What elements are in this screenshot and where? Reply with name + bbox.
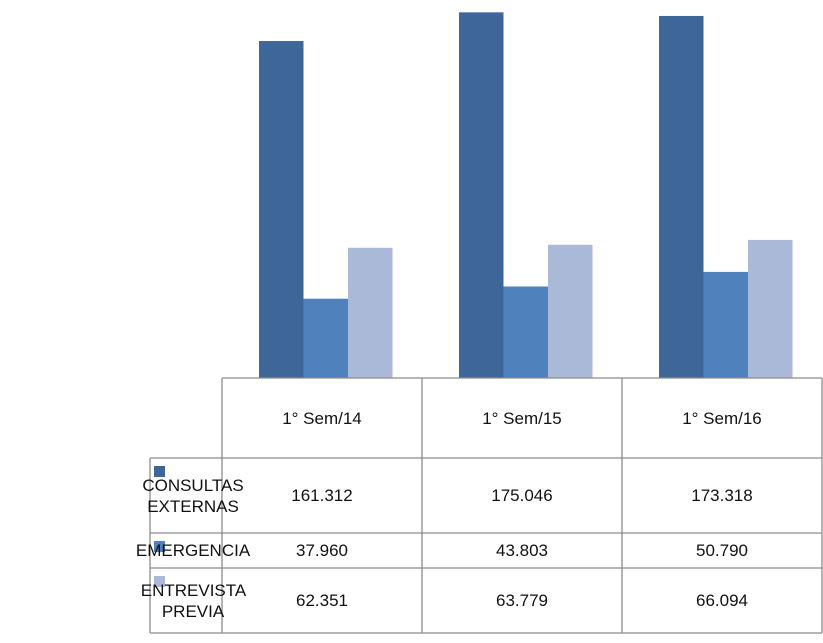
value-label: 50.790 — [696, 541, 748, 560]
bar — [459, 12, 504, 378]
x-tick-label: 1° Sem/14 — [282, 408, 362, 428]
value-label: 62.351 — [296, 591, 348, 610]
value-label: 43.803 — [496, 541, 548, 560]
value-label: 37.960 — [296, 541, 348, 560]
legend-marker — [154, 541, 165, 552]
legend-label: CONSULTAS EXTERNAS — [142, 475, 244, 516]
bar — [659, 15, 704, 379]
value-label: 161.312 — [291, 486, 353, 505]
x-tick-label: 1° Sem/15 — [482, 408, 562, 428]
legend-marker — [154, 466, 165, 477]
bar — [348, 247, 393, 378]
value-label: 175.046 — [491, 486, 553, 505]
bar — [503, 286, 548, 378]
bar — [548, 244, 593, 378]
bar — [259, 41, 304, 378]
bar — [703, 271, 748, 378]
value-label: 66.094 — [696, 591, 748, 610]
legend-marker — [154, 576, 165, 587]
bar — [303, 298, 348, 378]
legend-label: ENTREVISTA PREVIA — [140, 580, 247, 621]
bar — [748, 239, 793, 378]
x-tick-label: 1° Sem/16 — [682, 408, 762, 428]
value-label: 173.318 — [691, 486, 753, 505]
legend-label: EMERGENCIA — [135, 541, 251, 560]
value-label: 63.779 — [496, 591, 548, 610]
